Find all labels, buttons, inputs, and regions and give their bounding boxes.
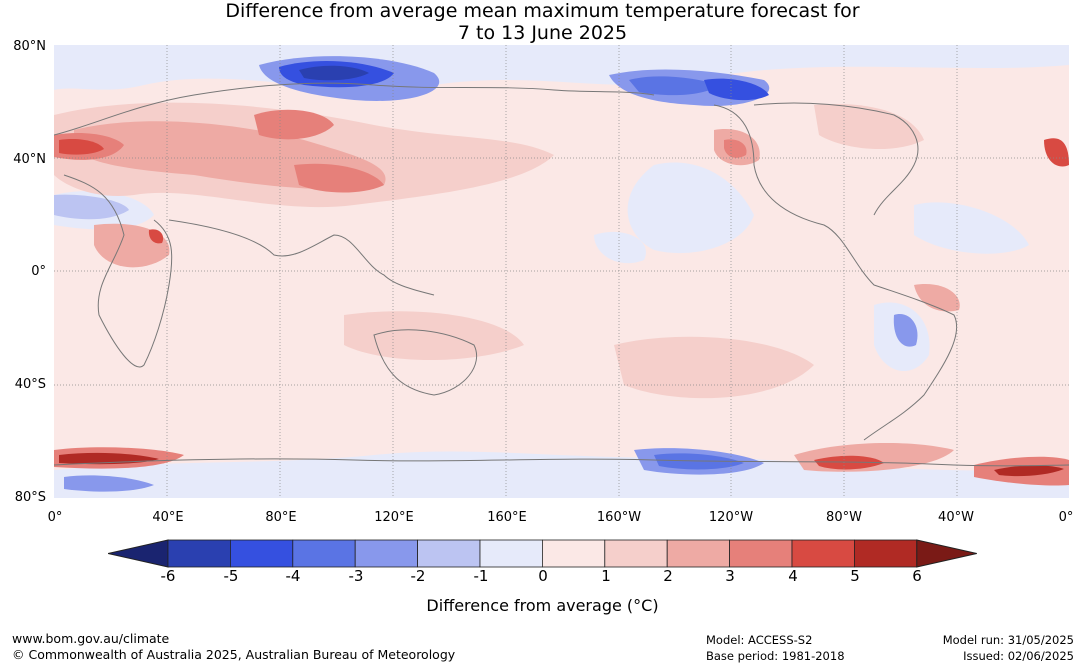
footer-model-info: Model: ACCESS-S2 Base period: 1981-2018 bbox=[706, 632, 845, 664]
colorbar-swatch bbox=[292, 539, 356, 568]
colorbar-swatch bbox=[666, 539, 731, 568]
colorbar-tick: 6 bbox=[912, 567, 922, 585]
lon-label-80w: 80°W bbox=[826, 510, 862, 525]
map-title: Difference from average mean maximum tem… bbox=[0, 0, 1085, 44]
copyright-text: © Commonwealth of Australia 2025, Austra… bbox=[12, 647, 456, 662]
model-run-date: Model run: 31/05/2025 bbox=[942, 633, 1074, 647]
lon-label-160w: 160°W bbox=[596, 510, 642, 525]
colorbar-tick: 5 bbox=[850, 567, 860, 585]
title-line-1: Difference from average mean maximum tem… bbox=[225, 0, 860, 22]
colorbar-tick: 2 bbox=[663, 567, 673, 585]
colorbar-swatch bbox=[854, 539, 918, 568]
lon-label-120w: 120°W bbox=[708, 510, 754, 525]
colorbar-label: Difference from average (°C) bbox=[426, 596, 659, 615]
lat-label-equator: 0° bbox=[31, 264, 46, 279]
colorbar-tick: -6 bbox=[160, 567, 176, 585]
lon-label-40e: 40°E bbox=[152, 510, 184, 525]
lat-label-80s: 80°S bbox=[14, 490, 46, 505]
colorbar-swatch bbox=[479, 539, 543, 568]
lon-label-40w: 40°W bbox=[938, 510, 974, 525]
lon-label-160e: 160°E bbox=[487, 510, 527, 525]
colorbar-swatch bbox=[354, 539, 418, 568]
colorbar-swatch bbox=[167, 539, 231, 568]
colorbar-tick: -5 bbox=[223, 567, 239, 585]
colorbar-arrow-high bbox=[916, 539, 977, 568]
anomaly-cold-regions bbox=[54, 56, 918, 492]
footer-dates: Model run: 31/05/2025 Issued: 02/06/2025 bbox=[943, 632, 1074, 664]
colorbar-swatch bbox=[417, 539, 481, 568]
lat-label-80n: 80°N bbox=[13, 39, 46, 54]
anomaly-warm-regions bbox=[54, 102, 1069, 486]
coastlines bbox=[54, 82, 1069, 467]
colorbar-swatch bbox=[604, 539, 668, 568]
colorbar-tick: -3 bbox=[348, 567, 364, 585]
colorbar-swatch bbox=[230, 539, 294, 568]
colorbar-tick: -1 bbox=[473, 567, 489, 585]
colorbar-tick: -2 bbox=[410, 567, 426, 585]
issued-date: Issued: 02/06/2025 bbox=[963, 649, 1074, 663]
colorbar-swatch bbox=[791, 539, 855, 568]
lat-label-40s: 40°S bbox=[14, 377, 46, 392]
title-line-2: 7 to 13 June 2025 bbox=[457, 22, 628, 44]
temperature-anomaly-map bbox=[54, 45, 1069, 498]
colorbar-tick: 3 bbox=[725, 567, 735, 585]
colorbar bbox=[108, 539, 977, 568]
colorbar-tick: 1 bbox=[601, 567, 611, 585]
lon-label-0-end: 0° bbox=[1058, 510, 1074, 525]
colorbar-tick: 4 bbox=[788, 567, 798, 585]
map-canvas bbox=[54, 45, 1069, 498]
colorbar-arrow-low bbox=[108, 539, 169, 568]
colorbar-tick: -4 bbox=[285, 567, 301, 585]
model-name: Model: ACCESS-S2 bbox=[706, 633, 813, 647]
colorbar-swatch bbox=[729, 539, 793, 568]
footer-left: www.bom.gov.au/climate © Commonwealth of… bbox=[12, 631, 455, 663]
lon-label-0: 0° bbox=[47, 510, 63, 525]
graticule bbox=[54, 45, 1069, 498]
colorbar-swatch bbox=[541, 539, 606, 568]
lat-label-40n: 40°N bbox=[13, 152, 46, 167]
website-link[interactable]: www.bom.gov.au/climate bbox=[12, 631, 170, 646]
lon-label-120e: 120°E bbox=[374, 510, 414, 525]
lon-label-80e: 80°E bbox=[265, 510, 297, 525]
base-period: Base period: 1981-2018 bbox=[706, 649, 845, 663]
colorbar-tick: 0 bbox=[538, 567, 548, 585]
